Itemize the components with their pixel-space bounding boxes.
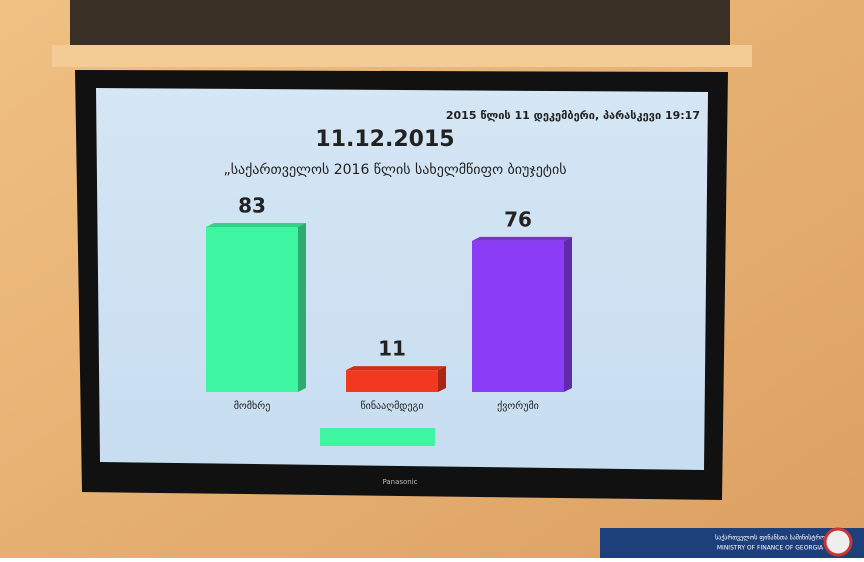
value-label: 83 [238, 194, 266, 218]
bar-side [564, 237, 572, 392]
watermark-line: საქართველოს ფინანსთა სამინისტრო [715, 535, 825, 542]
bar-top [472, 237, 572, 241]
value-label: 11 [378, 337, 406, 361]
chart-subtitle: „საქართველოს 2016 წლის სახელმწიფო ბიუჯეტ… [223, 161, 566, 178]
bar-side [298, 223, 306, 392]
bar-side [438, 366, 446, 392]
bar [472, 241, 564, 392]
value-label: 76 [504, 207, 532, 231]
decor-bar [320, 428, 435, 446]
window [70, 0, 730, 45]
bar-top [346, 366, 446, 370]
bar [206, 227, 298, 392]
category-label: წინააღმდეგი [360, 400, 423, 412]
logo [825, 529, 851, 555]
bar [346, 370, 438, 392]
frame-top [52, 45, 752, 67]
bar-top [206, 223, 306, 227]
watermark-line: MINISTRY OF FINANCE OF GEORGIA [717, 545, 824, 552]
monitor-brand: Panasonic [382, 478, 417, 486]
photo: Panasonic 2015 წლის 11 დეკემბერი, პარასკ… [0, 0, 864, 558]
category-label: მომხრე [234, 400, 271, 412]
chart-header: 2015 წლის 11 დეკემბერი, პარასკევი 19:17 [446, 109, 700, 122]
category-label: ქვორუმი [497, 400, 539, 412]
chart-title: 11.12.2015 [315, 127, 454, 152]
